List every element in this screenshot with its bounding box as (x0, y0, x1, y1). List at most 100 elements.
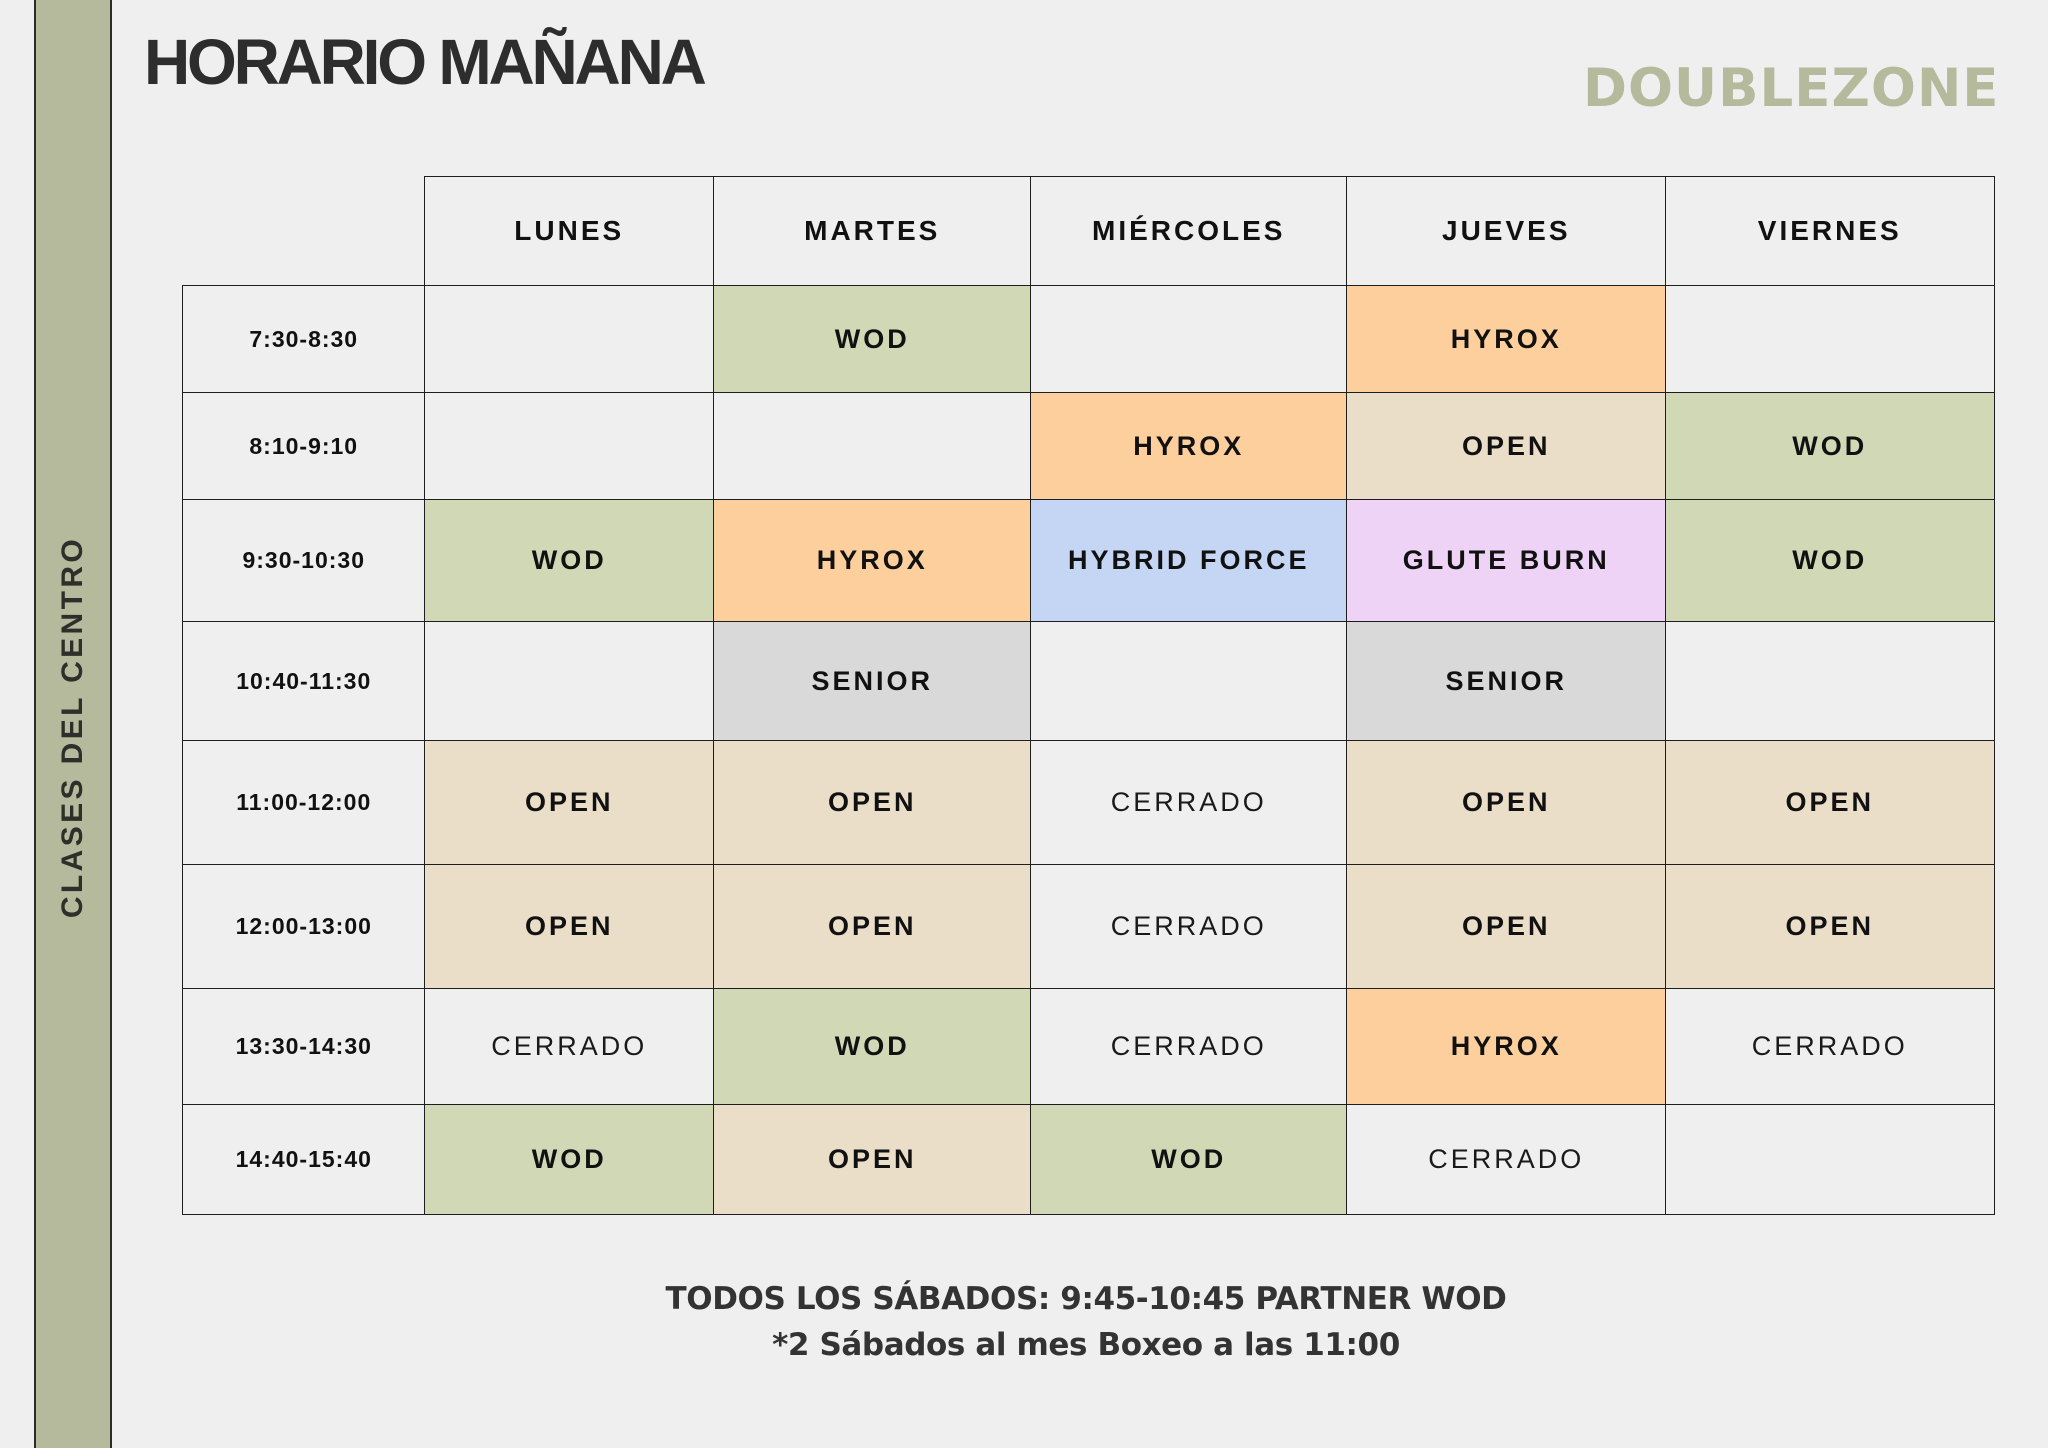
day-header-lunes: LUNES (424, 176, 715, 287)
class-cell-open: OPEN (424, 740, 715, 866)
day-header-jueves: JUEVES (1346, 176, 1667, 287)
class-cell-wod-label: WOD (1151, 1143, 1227, 1174)
brand-logo: DOUBLEZONE (1583, 62, 1999, 115)
page-title: HORARIO MAÑANA (144, 26, 707, 98)
time-slot-label: 12:00-13:00 (235, 913, 372, 940)
time-slot-label: 11:00-12:00 (236, 789, 372, 816)
class-cell-cerrado: CERRADO (1030, 740, 1348, 866)
class-cell-open: OPEN (713, 740, 1032, 866)
day-header-miércoles: MIÉRCOLES (1030, 176, 1348, 287)
class-cell-open-label: OPEN (827, 911, 917, 942)
class-cell-hyrox: HYROX (1346, 285, 1667, 394)
empty-cell (713, 392, 1032, 501)
class-cell-glute-burn-label: GLUTE BURN (1402, 545, 1610, 576)
footer-boxing-note: *2 Sábados al mes Boxeo a las 11:00 (772, 1327, 1400, 1363)
class-cell-open-label: OPEN (1785, 787, 1875, 818)
time-slot-label: 10:40-11:30 (236, 667, 372, 694)
class-cell-open-label: OPEN (827, 787, 917, 818)
empty-cell (424, 621, 715, 742)
class-cell-open: OPEN (1665, 740, 1995, 866)
empty-cell (424, 285, 715, 394)
day-header-martes: MARTES (713, 176, 1032, 287)
class-cell-hybrid-force: HYBRID FORCE (1030, 499, 1348, 623)
empty-cell (1665, 285, 1995, 394)
class-cell-senior-label: SENIOR (1445, 665, 1568, 696)
class-cell-cerrado-label: CERRADO (1751, 1031, 1908, 1062)
empty-cell (1665, 1104, 1995, 1215)
class-cell-open-label: OPEN (1461, 430, 1551, 461)
empty-cell (424, 392, 715, 501)
class-cell-wod: WOD (1665, 499, 1995, 623)
time-slot: 12:00-13:00 (182, 864, 426, 990)
class-cell-cerrado-label: CERRADO (491, 1031, 648, 1062)
class-cell-hyrox: HYROX (1346, 988, 1667, 1106)
time-slot-label: 9:30-10:30 (242, 547, 366, 574)
sidebar-label: CLASES DEL CENTRO (56, 535, 89, 919)
time-slot: 14:40-15:40 (182, 1104, 426, 1215)
class-cell-hyrox-label: HYROX (1133, 430, 1245, 461)
class-cell-cerrado-label: CERRADO (1110, 1031, 1267, 1062)
class-cell-open: OPEN (1346, 392, 1667, 501)
footer-saturday-note: TODOS LOS SÁBADOS: 9:45-10:45 PARTNER WO… (665, 1281, 1507, 1317)
class-cell-wod: WOD (1665, 392, 1995, 501)
time-slot: 8:10-9:10 (182, 392, 426, 501)
class-cell-open-label: OPEN (1785, 911, 1875, 942)
class-cell-cerrado-label: CERRADO (1110, 787, 1267, 818)
time-slot-label: 13:30-14:30 (235, 1033, 372, 1060)
time-slot-label: 8:10-9:10 (249, 432, 359, 459)
time-slot: 9:30-10:30 (182, 499, 426, 623)
class-cell-wod: WOD (713, 285, 1032, 394)
class-cell-wod: WOD (713, 988, 1032, 1106)
class-cell-cerrado: CERRADO (1030, 988, 1348, 1106)
class-cell-open: OPEN (1346, 864, 1667, 990)
class-cell-open-label: OPEN (524, 911, 614, 942)
class-cell-wod-label: WOD (834, 1031, 910, 1062)
class-cell-hyrox-label: HYROX (1450, 1031, 1562, 1062)
class-cell-cerrado-label: CERRADO (1428, 1143, 1585, 1174)
time-slot-label: 14:40-15:40 (235, 1145, 372, 1172)
class-cell-wod-label: WOD (1792, 545, 1868, 576)
day-header-jueves-label: JUEVES (1442, 215, 1571, 247)
time-slot: 7:30-8:30 (182, 285, 426, 394)
day-header-miércoles-label: MIÉRCOLES (1092, 215, 1286, 247)
time-slot-label: 7:30-8:30 (249, 325, 359, 352)
class-cell-cerrado-label: CERRADO (1110, 911, 1267, 942)
class-cell-open-label: OPEN (1461, 911, 1551, 942)
class-cell-open-label: OPEN (1461, 787, 1551, 818)
class-cell-senior: SENIOR (1346, 621, 1667, 742)
class-cell-open: OPEN (713, 1104, 1032, 1215)
class-cell-wod-label: WOD (1792, 430, 1868, 461)
empty-cell (1665, 621, 1995, 742)
empty-cell (1030, 285, 1348, 394)
brand-logo-text: DOUBLEZONE (1583, 57, 2000, 119)
class-cell-cerrado: CERRADO (424, 988, 715, 1106)
day-header-martes-label: MARTES (804, 215, 941, 247)
day-header-lunes-label: LUNES (514, 215, 625, 247)
time-slot: 10:40-11:30 (182, 621, 426, 742)
class-cell-cerrado: CERRADO (1346, 1104, 1667, 1215)
class-cell-open: OPEN (424, 864, 715, 990)
class-cell-open-label: OPEN (827, 1143, 917, 1174)
time-slot: 13:30-14:30 (182, 988, 426, 1106)
class-cell-open: OPEN (1346, 740, 1667, 866)
class-cell-wod: WOD (424, 1104, 715, 1215)
time-slot: 11:00-12:00 (182, 740, 426, 866)
class-cell-wod-label: WOD (834, 323, 910, 354)
class-cell-hyrox-label: HYROX (1450, 323, 1562, 354)
sidebar-band (34, 0, 112, 1448)
class-cell-cerrado: CERRADO (1030, 864, 1348, 990)
class-cell-wod-label: WOD (531, 1143, 607, 1174)
class-cell-hybrid-force-label: HYBRID FORCE (1067, 545, 1310, 576)
class-cell-hyrox-label: HYROX (816, 545, 928, 576)
class-cell-senior-label: SENIOR (811, 665, 934, 696)
day-header-viernes-label: VIERNES (1757, 215, 1902, 247)
class-cell-hyrox: HYROX (713, 499, 1032, 623)
class-cell-glute-burn: GLUTE BURN (1346, 499, 1667, 623)
class-cell-open: OPEN (713, 864, 1032, 990)
class-cell-wod-label: WOD (531, 545, 607, 576)
class-cell-wod: WOD (424, 499, 715, 623)
day-header-viernes: VIERNES (1665, 176, 1995, 287)
class-cell-cerrado: CERRADO (1665, 988, 1995, 1106)
class-cell-hyrox: HYROX (1030, 392, 1348, 501)
class-cell-open-label: OPEN (524, 787, 614, 818)
